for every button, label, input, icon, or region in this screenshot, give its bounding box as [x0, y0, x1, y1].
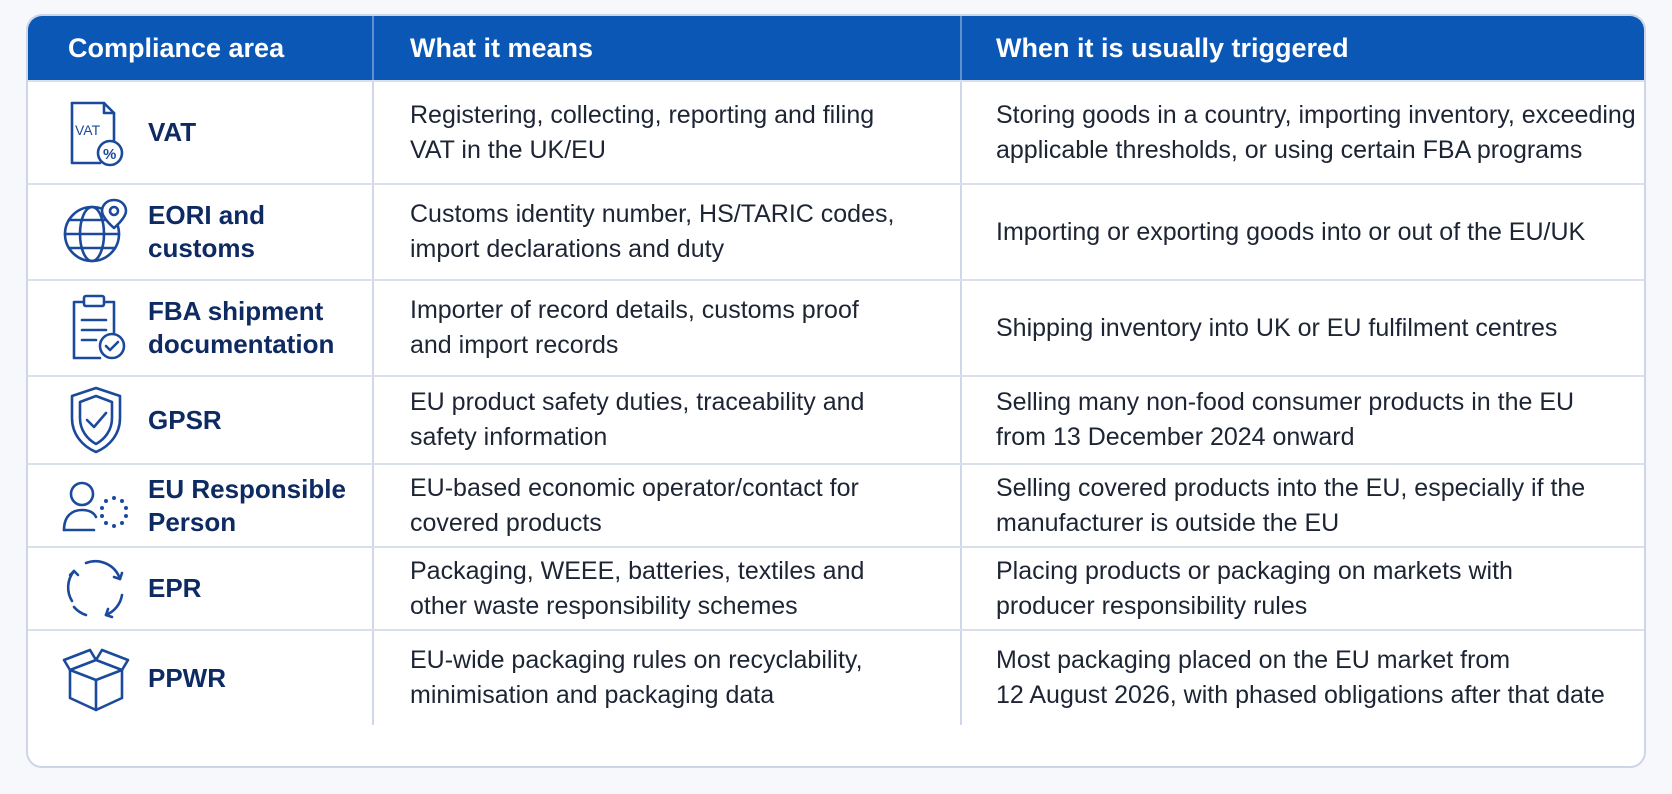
meaning-text: Packaging, WEEE, batteries, textiles and… [374, 548, 962, 629]
vat-icon-percent: % [103, 146, 116, 163]
area-label: EPR [148, 573, 202, 603]
table-row: PPWR EU-wide packaging rules on recyclab… [28, 629, 1644, 725]
clipboard-check-icon [58, 290, 134, 366]
header-when-triggered: When it is usually triggered [996, 32, 1349, 63]
shield-check-icon [58, 382, 134, 458]
open-box-icon [58, 640, 134, 716]
meaning-text: EU product safety duties, traceability a… [374, 377, 962, 463]
area-label: FBA shipment documentation [148, 296, 335, 359]
globe-location-icon [58, 194, 134, 270]
meaning-text: EU-wide packaging rules on recyclability… [374, 631, 962, 725]
trigger-text: Shipping inventory into UK or EU fulfilm… [996, 313, 1558, 342]
header-what-it-means: What it means [374, 16, 962, 80]
trigger-text: Selling covered products into the EU, es… [996, 473, 1586, 537]
area-label: EU Responsible Person [148, 473, 346, 537]
meaning-text: Importer of record details, customs proo… [374, 281, 962, 375]
table-row: VAT % VAT Registering, collecting, repor… [28, 80, 1644, 183]
table-header: Compliance area What it means When it is… [28, 16, 1644, 80]
vat-document-icon: VAT % [58, 95, 134, 171]
table-row: EORI and customs Customs identity number… [28, 183, 1644, 279]
person-eu-stars-icon [58, 468, 134, 544]
area-label: GPSR [148, 404, 222, 435]
table-row: EU Responsible Person EU-based economic … [28, 463, 1644, 546]
meaning-text: Registering, collecting, reporting and f… [374, 82, 962, 183]
recycle-arrows-icon [58, 551, 134, 627]
trigger-text: Importing or exporting goods into or out… [996, 217, 1586, 246]
trigger-text: Selling many non-food consumer products … [996, 388, 1575, 451]
area-label: EORI and customs [148, 200, 266, 263]
vat-icon-label: VAT [75, 122, 101, 138]
trigger-text: Most packaging placed on the EU market f… [996, 646, 1605, 709]
header-compliance-area: Compliance area [28, 16, 374, 80]
table-row: GPSR EU product safety duties, traceabil… [28, 375, 1644, 463]
trigger-text: Storing goods in a country, importing in… [996, 100, 1636, 164]
meaning-text: EU-based economic operator/contact for c… [374, 465, 962, 546]
area-label: VAT [148, 117, 197, 147]
area-label: PPWR [148, 662, 226, 693]
table-row: FBA shipment documentation Importer of r… [28, 279, 1644, 375]
trigger-text: Placing products or packaging on markets… [996, 556, 1513, 620]
meaning-text: Customs identity number, HS/TARIC codes,… [374, 185, 962, 279]
compliance-table: Compliance area What it means When it is… [26, 14, 1646, 768]
table-row: EPR Packaging, WEEE, batteries, textiles… [28, 546, 1644, 629]
